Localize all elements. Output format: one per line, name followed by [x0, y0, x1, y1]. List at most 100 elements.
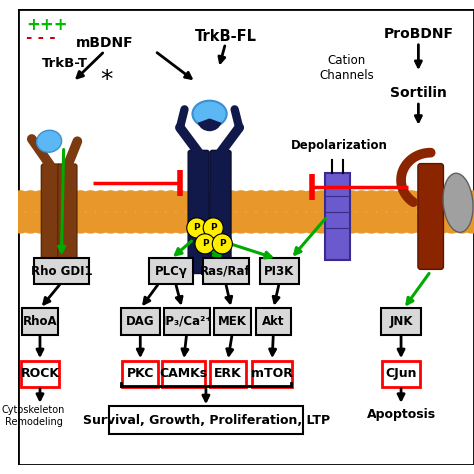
FancyBboxPatch shape	[21, 361, 59, 387]
Circle shape	[201, 191, 221, 212]
Text: +++: +++	[26, 16, 68, 34]
Circle shape	[30, 212, 51, 233]
Text: Depolarization: Depolarization	[291, 139, 388, 152]
Text: TrkB-FL: TrkB-FL	[194, 29, 256, 44]
Text: PI3K: PI3K	[264, 264, 294, 278]
Circle shape	[191, 212, 211, 233]
FancyBboxPatch shape	[162, 361, 205, 387]
Circle shape	[230, 212, 252, 233]
Text: mTOR: mTOR	[251, 367, 293, 380]
Circle shape	[90, 212, 111, 233]
Circle shape	[40, 212, 61, 233]
Text: P: P	[193, 223, 200, 232]
Circle shape	[80, 191, 101, 212]
Text: ERK: ERK	[214, 367, 242, 380]
Circle shape	[421, 191, 442, 212]
Circle shape	[220, 191, 242, 212]
Circle shape	[100, 212, 121, 233]
Circle shape	[421, 212, 442, 233]
Circle shape	[441, 212, 462, 233]
Circle shape	[150, 212, 171, 233]
Circle shape	[10, 212, 31, 233]
Circle shape	[351, 191, 372, 212]
Circle shape	[90, 191, 111, 212]
FancyBboxPatch shape	[418, 164, 444, 269]
Circle shape	[251, 212, 272, 233]
Circle shape	[411, 212, 432, 233]
FancyBboxPatch shape	[188, 150, 209, 273]
Circle shape	[441, 191, 462, 212]
Circle shape	[261, 212, 282, 233]
Circle shape	[451, 212, 472, 233]
Circle shape	[411, 191, 432, 212]
Circle shape	[271, 212, 292, 233]
Circle shape	[301, 191, 322, 212]
Circle shape	[341, 212, 362, 233]
Circle shape	[381, 212, 402, 233]
FancyBboxPatch shape	[210, 361, 246, 387]
Text: Akt: Akt	[262, 315, 285, 328]
Text: Rho GDI1: Rho GDI1	[31, 264, 92, 278]
Circle shape	[461, 212, 474, 233]
Wedge shape	[198, 118, 221, 131]
Text: mBDNF: mBDNF	[76, 36, 134, 50]
Text: - - -: - - -	[26, 30, 56, 45]
Circle shape	[20, 191, 41, 212]
Circle shape	[240, 191, 262, 212]
FancyBboxPatch shape	[256, 308, 291, 335]
Text: P: P	[210, 223, 217, 232]
Circle shape	[70, 212, 91, 233]
Circle shape	[281, 212, 302, 233]
Circle shape	[170, 212, 191, 233]
Text: Cytoskeleton
Remodeling: Cytoskeleton Remodeling	[2, 405, 65, 427]
Circle shape	[120, 191, 141, 212]
Ellipse shape	[443, 173, 473, 232]
Circle shape	[60, 212, 81, 233]
Circle shape	[351, 212, 372, 233]
Text: Ras/Raf: Ras/Raf	[200, 264, 251, 278]
Text: CAMKs: CAMKs	[160, 367, 208, 380]
Circle shape	[180, 191, 201, 212]
FancyBboxPatch shape	[325, 173, 350, 260]
Circle shape	[371, 191, 392, 212]
Circle shape	[110, 212, 131, 233]
Circle shape	[212, 234, 232, 254]
Circle shape	[361, 212, 382, 233]
FancyBboxPatch shape	[41, 164, 61, 264]
Circle shape	[110, 191, 131, 212]
Text: P: P	[202, 239, 209, 248]
Text: Survival, Growth, Proliferation, LTP: Survival, Growth, Proliferation, LTP	[83, 414, 330, 427]
Ellipse shape	[192, 100, 227, 127]
FancyBboxPatch shape	[149, 258, 193, 284]
Circle shape	[331, 191, 352, 212]
Circle shape	[130, 212, 151, 233]
FancyBboxPatch shape	[109, 406, 303, 434]
Circle shape	[30, 191, 51, 212]
Text: *: *	[101, 68, 113, 91]
Circle shape	[50, 191, 71, 212]
Circle shape	[301, 212, 322, 233]
FancyBboxPatch shape	[210, 150, 231, 273]
FancyBboxPatch shape	[383, 361, 420, 387]
Circle shape	[20, 212, 41, 233]
Circle shape	[10, 191, 31, 212]
Circle shape	[160, 191, 182, 212]
FancyBboxPatch shape	[21, 308, 58, 335]
Circle shape	[140, 191, 161, 212]
Circle shape	[100, 191, 121, 212]
Circle shape	[130, 191, 151, 212]
Circle shape	[381, 191, 402, 212]
Text: RhoA: RhoA	[23, 315, 57, 328]
Circle shape	[210, 191, 231, 212]
Circle shape	[195, 234, 215, 254]
Circle shape	[201, 212, 221, 233]
Circle shape	[140, 212, 161, 233]
Circle shape	[341, 191, 362, 212]
Text: PKC: PKC	[127, 367, 154, 380]
FancyBboxPatch shape	[164, 308, 210, 335]
Circle shape	[40, 191, 61, 212]
Text: CJun: CJun	[385, 367, 417, 380]
Text: Apoptosis: Apoptosis	[366, 408, 436, 421]
Circle shape	[371, 212, 392, 233]
Text: P: P	[219, 239, 226, 248]
